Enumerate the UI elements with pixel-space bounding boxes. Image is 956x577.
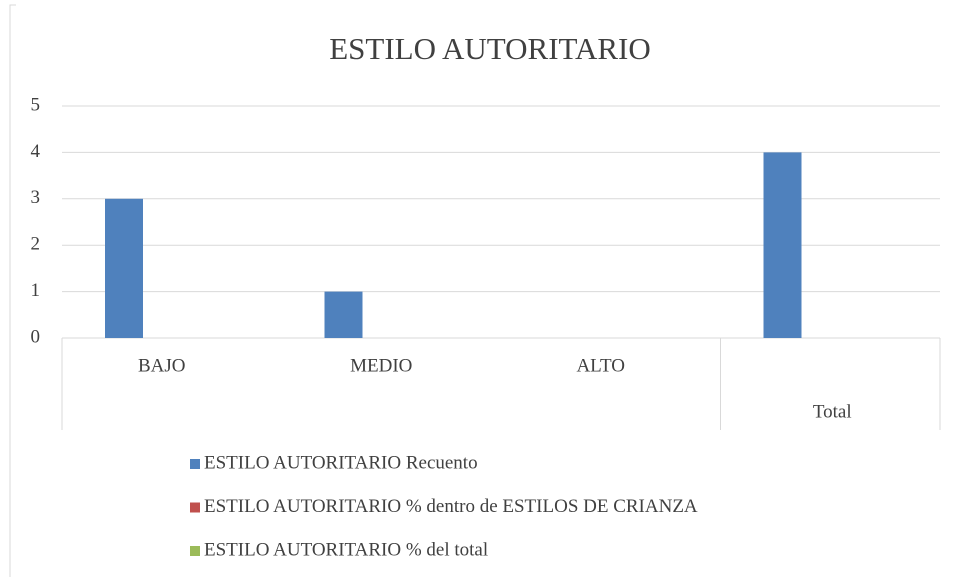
x-tick-label: BAJO <box>138 355 186 376</box>
x-tick-label: ALTO <box>576 355 625 376</box>
y-tick-label: 5 <box>31 94 41 115</box>
y-tick-label: 3 <box>31 187 41 208</box>
x-tick-label: Total <box>813 401 852 422</box>
chart-title: ESTILO AUTORITARIO <box>329 31 651 66</box>
legend-swatch <box>190 502 200 513</box>
legend-swatch <box>190 546 200 556</box>
legend-label: ESTILO AUTORITARIO % del total <box>204 539 488 560</box>
bar <box>324 291 363 338</box>
y-tick-label: 4 <box>31 141 41 162</box>
bar <box>105 198 143 338</box>
chart-border <box>9 4 16 577</box>
y-tick-label: 1 <box>31 280 41 301</box>
legend-label: ESTILO AUTORITARIO Recuento <box>204 452 478 473</box>
legend-label: ESTILO AUTORITARIO % dentro de ESTILOS D… <box>204 496 698 517</box>
y-tick-label: 0 <box>31 326 41 347</box>
y-tick-label: 2 <box>31 234 41 255</box>
x-tick-label: MEDIO <box>350 355 412 376</box>
bar <box>763 152 802 338</box>
legend-swatch <box>190 459 200 469</box>
